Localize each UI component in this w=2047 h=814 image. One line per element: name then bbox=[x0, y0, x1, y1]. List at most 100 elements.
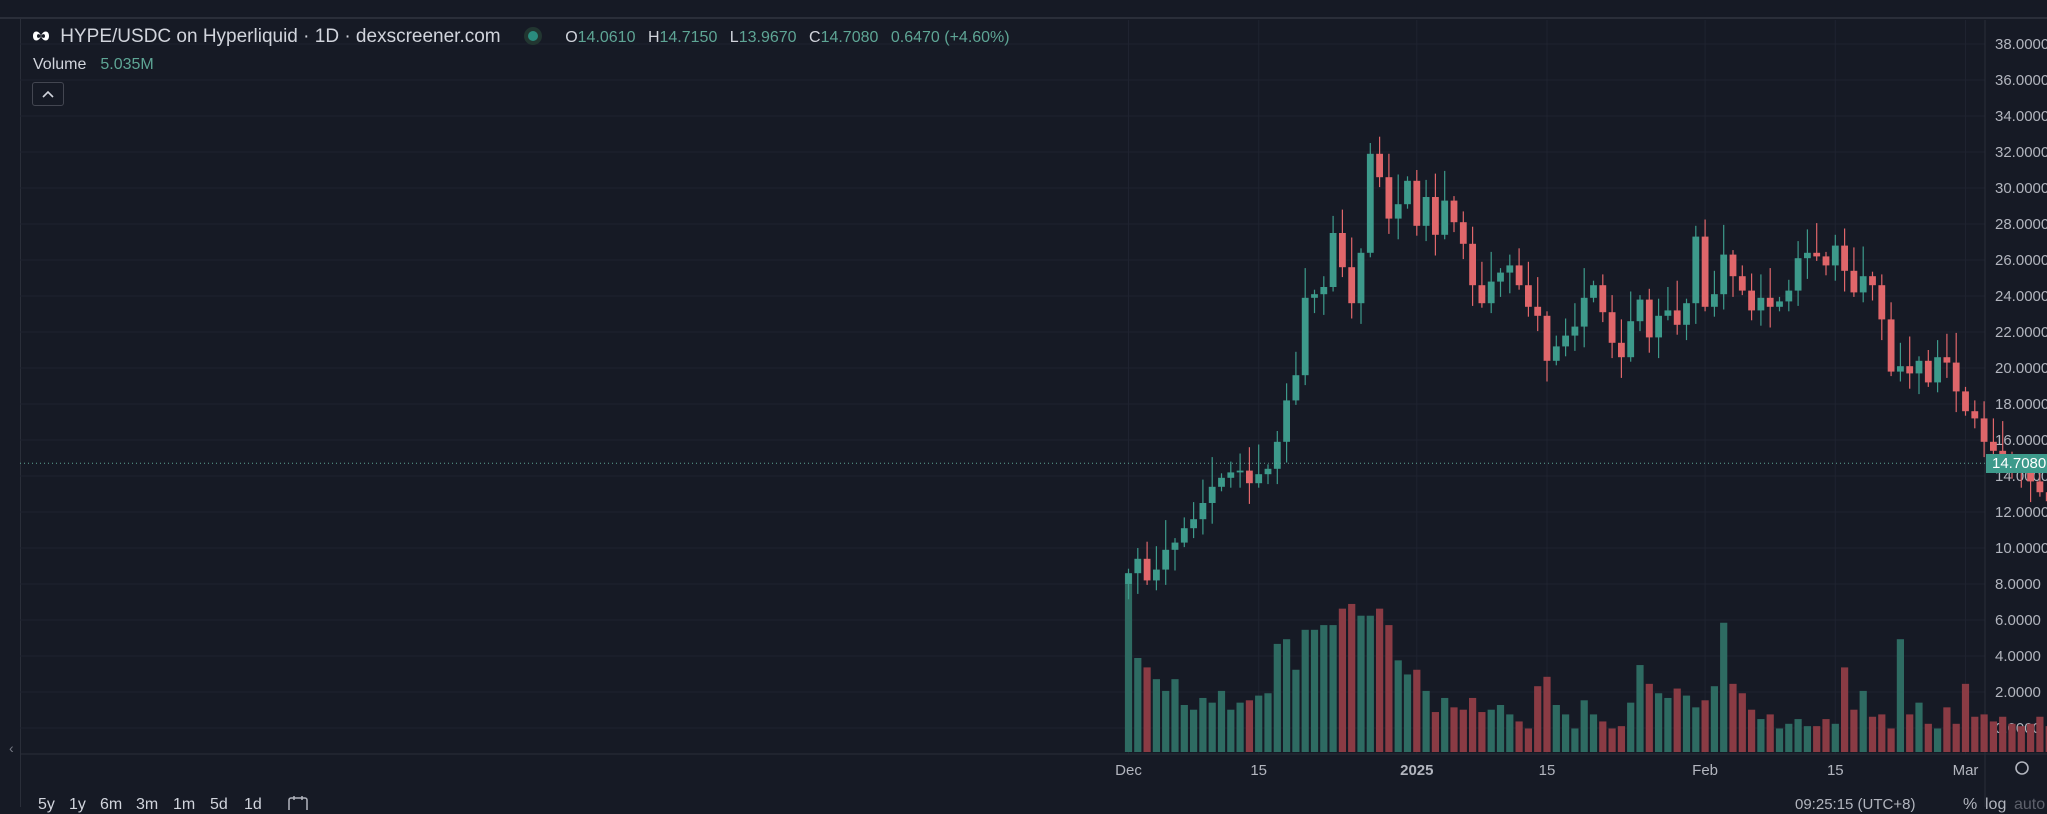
volume-bar bbox=[1813, 726, 1821, 752]
y-tick-label: 34.0000 bbox=[1995, 108, 2047, 125]
candle-body bbox=[1720, 254, 1728, 295]
close-value: 14.7080 bbox=[820, 29, 879, 46]
range-1d-button[interactable]: 1d bbox=[244, 796, 262, 813]
candle-body bbox=[1404, 180, 1411, 205]
volume-bar bbox=[1190, 709, 1198, 752]
candle-body bbox=[1952, 362, 1960, 392]
range-3m-button[interactable]: 3m bbox=[136, 796, 159, 813]
volume-bar bbox=[1162, 690, 1170, 752]
y-tick-label: 22.0000 bbox=[1995, 324, 2047, 341]
open-value: 14.0610 bbox=[577, 29, 636, 46]
top-toolbar bbox=[0, 0, 2047, 19]
candle-body bbox=[1804, 252, 1811, 259]
candle-body bbox=[1385, 177, 1393, 219]
percent-scale-toggle[interactable]: % bbox=[1963, 796, 1978, 813]
volume-bar bbox=[1487, 709, 1495, 752]
volume-bar bbox=[1301, 629, 1309, 752]
volume-bar bbox=[1552, 705, 1560, 752]
candle-body bbox=[1506, 265, 1514, 273]
volume-bar bbox=[1469, 697, 1477, 752]
low-label: L bbox=[729, 29, 739, 46]
volume-bar bbox=[1692, 707, 1700, 752]
candle-body bbox=[1162, 549, 1170, 570]
market-status-dot bbox=[527, 30, 538, 41]
candle-body bbox=[1143, 558, 1151, 581]
volume-legend: Volume 5.035M bbox=[33, 56, 154, 74]
volume-bar bbox=[1227, 709, 1235, 752]
hyperliquid-logo-icon bbox=[33, 31, 49, 41]
candle-body bbox=[1534, 306, 1542, 316]
volume-bar bbox=[1208, 702, 1216, 752]
volume-bar bbox=[1729, 683, 1737, 752]
candle-body bbox=[1218, 477, 1225, 487]
clock-timezone[interactable]: 09:25:15 (UTC+8) bbox=[1795, 796, 1916, 813]
candle-body bbox=[1701, 236, 1709, 307]
auto-scale-toggle[interactable]: auto bbox=[2014, 796, 2046, 813]
range-6m-button[interactable]: 6m bbox=[100, 796, 123, 813]
range-5d-button[interactable]: 5d bbox=[210, 796, 228, 813]
range-1y-button[interactable]: 1y bbox=[69, 796, 86, 813]
volume-bar bbox=[1822, 719, 1830, 752]
volume-bar bbox=[1627, 702, 1635, 752]
candle-body bbox=[1794, 258, 1802, 291]
volume-bar bbox=[1766, 714, 1774, 752]
candle-body bbox=[1822, 256, 1830, 266]
candle-body bbox=[1357, 252, 1365, 304]
volume-bar bbox=[1385, 625, 1393, 752]
candle-body bbox=[1785, 290, 1793, 302]
chart-title: HYPE/USDC on Hyperliquid · 1D · dexscree… bbox=[60, 26, 501, 47]
candle-body bbox=[1636, 299, 1644, 322]
volume-bar bbox=[1283, 639, 1291, 752]
y-tick-label: 26.0000 bbox=[1995, 252, 2047, 269]
volume-bar bbox=[1413, 669, 1421, 752]
settings-gear-icon[interactable] bbox=[2015, 761, 2029, 775]
range-5y-button[interactable]: 5y bbox=[38, 796, 55, 813]
candle-body bbox=[1943, 357, 1951, 363]
candle-body bbox=[1478, 285, 1486, 304]
high-value: 14.7150 bbox=[659, 29, 718, 46]
x-tick-label: Dec bbox=[1115, 762, 1142, 779]
candle-body bbox=[1859, 276, 1867, 293]
volume-bar bbox=[2045, 726, 2047, 752]
candle-body bbox=[2045, 492, 2047, 502]
candle-body bbox=[1292, 375, 1300, 401]
x-tick-label: Mar bbox=[1953, 762, 1979, 779]
candle-body bbox=[1348, 267, 1356, 304]
volume-bar bbox=[1338, 608, 1346, 752]
candle-body bbox=[1692, 236, 1700, 304]
candle-body bbox=[1153, 569, 1160, 581]
volume-bar bbox=[1617, 726, 1625, 752]
candle-body bbox=[1673, 310, 1681, 325]
candle-body bbox=[1915, 360, 1923, 374]
volume-bar bbox=[2017, 726, 2025, 752]
volume-bar bbox=[1655, 693, 1663, 752]
candle-body bbox=[1664, 310, 1672, 316]
volume-bar bbox=[1701, 700, 1709, 752]
candle-body bbox=[1562, 335, 1569, 347]
candle-body bbox=[1869, 276, 1876, 286]
calendar-icon[interactable] bbox=[288, 796, 308, 810]
range-1m-button[interactable]: 1m bbox=[173, 796, 196, 813]
candle-body bbox=[1311, 294, 1318, 298]
volume-bar bbox=[1124, 573, 1133, 752]
candle-body bbox=[1850, 270, 1858, 293]
volume-bar bbox=[1320, 625, 1328, 752]
candle-body bbox=[1999, 450, 2007, 457]
volume-bar bbox=[1236, 702, 1244, 752]
volume-bar bbox=[1720, 622, 1728, 752]
candle-body bbox=[1757, 297, 1765, 311]
volume-bar bbox=[1366, 615, 1374, 752]
chevron-left-icon[interactable]: ‹ bbox=[9, 740, 14, 756]
candle-body bbox=[1366, 153, 1374, 253]
candle-body bbox=[1924, 360, 1932, 383]
candle-body bbox=[1246, 470, 1253, 484]
log-scale-toggle[interactable]: log bbox=[1985, 796, 2007, 813]
volume-bar bbox=[1152, 679, 1160, 752]
candle-body bbox=[1645, 299, 1653, 338]
collapse-legend-button[interactable] bbox=[32, 82, 64, 106]
candle-body bbox=[1134, 558, 1142, 574]
candle-body bbox=[1618, 342, 1625, 358]
volume-bar bbox=[1971, 716, 1979, 752]
bottom-bar: 5y 1y 6m 3m 1m 5d 1d 09:25:15 (UTC+8) % … bbox=[20, 786, 2047, 813]
